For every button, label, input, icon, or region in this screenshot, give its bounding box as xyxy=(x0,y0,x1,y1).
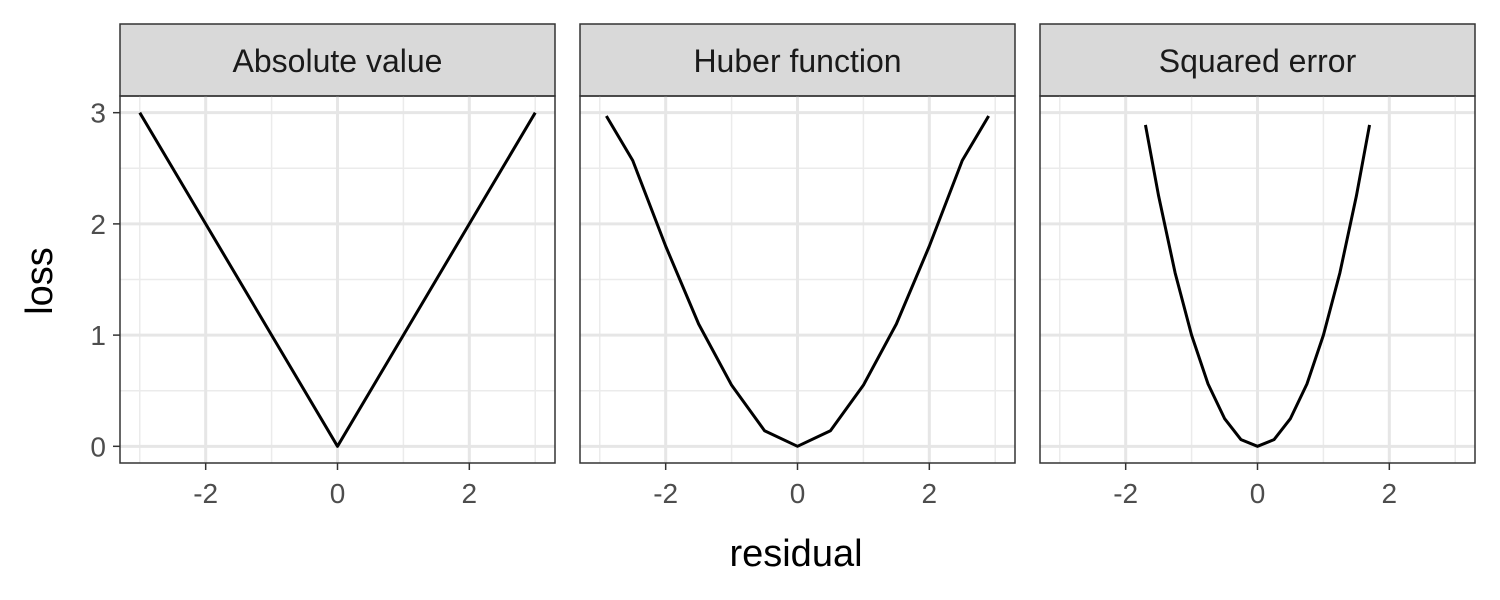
x-tick-label: -2 xyxy=(1113,478,1138,509)
y-tick-label: 2 xyxy=(90,209,106,240)
panel-0: Absolute value -2 0 2 xyxy=(119,23,556,509)
facet-strip xyxy=(579,23,1016,97)
loss-curve xyxy=(138,111,537,448)
y-tick-label: 1 xyxy=(90,320,106,351)
y-axis: 0 1 2 3 xyxy=(90,98,120,462)
panel-2: Squared error -2 0 2 xyxy=(1039,23,1476,509)
loss-curve xyxy=(605,115,990,448)
x-tick-label: -2 xyxy=(193,478,218,509)
facet-strip-label: Huber function xyxy=(693,43,901,79)
facet-strip xyxy=(1039,23,1476,97)
facet-strip-label: Absolute value xyxy=(233,43,443,79)
x-tick-label: -2 xyxy=(653,478,678,509)
gridlines xyxy=(120,96,555,463)
x-tick-label: 0 xyxy=(330,478,346,509)
panel-1: Huber function -2 0 2 xyxy=(579,23,1016,509)
y-axis-title: loss xyxy=(19,247,61,315)
facet-strip-label: Squared error xyxy=(1159,43,1357,79)
y-tick-label: 0 xyxy=(90,431,106,462)
x-tick-label: 2 xyxy=(922,478,938,509)
x-tick-label: 0 xyxy=(790,478,806,509)
x-tick-label: 2 xyxy=(462,478,478,509)
x-axis-title: residual xyxy=(729,533,862,575)
y-tick-label: 3 xyxy=(90,98,106,129)
x-tick-label: 2 xyxy=(1382,478,1398,509)
gridlines xyxy=(580,96,1015,463)
loss-curve xyxy=(1143,124,1372,448)
gridlines xyxy=(1040,96,1475,463)
facet-strip xyxy=(119,23,556,97)
x-tick-label: 0 xyxy=(1250,478,1266,509)
